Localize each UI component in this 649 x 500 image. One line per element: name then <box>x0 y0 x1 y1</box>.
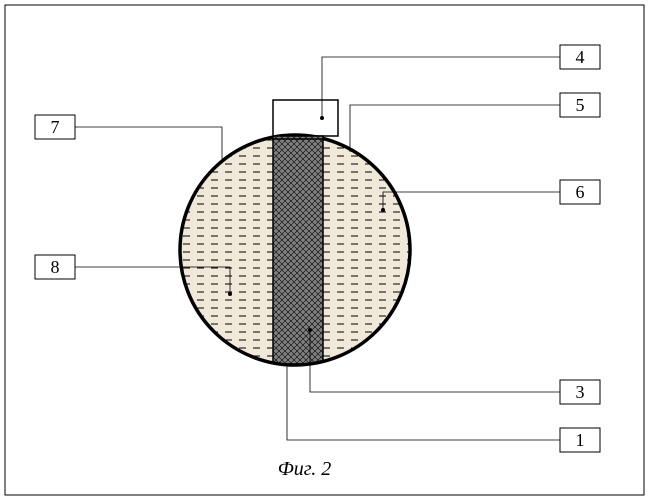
callout-5: 5 <box>350 93 600 152</box>
top-element <box>273 100 338 136</box>
callout-number: 1 <box>576 430 585 450</box>
callout-7: 7 <box>35 115 222 160</box>
callout-number: 8 <box>51 257 60 277</box>
callout-number: 7 <box>51 117 60 137</box>
callout-number: 3 <box>576 382 585 402</box>
figure-caption: Фиг. 2 <box>278 458 332 480</box>
callout-number: 5 <box>576 95 585 115</box>
callout-6: 6 <box>381 180 600 212</box>
central-element <box>273 134 323 364</box>
callout-1: 1 <box>287 365 600 452</box>
callout-number: 6 <box>576 182 585 202</box>
central-element-top <box>273 136 323 139</box>
callout-number: 4 <box>576 47 585 67</box>
callout-4: 4 <box>320 45 600 120</box>
